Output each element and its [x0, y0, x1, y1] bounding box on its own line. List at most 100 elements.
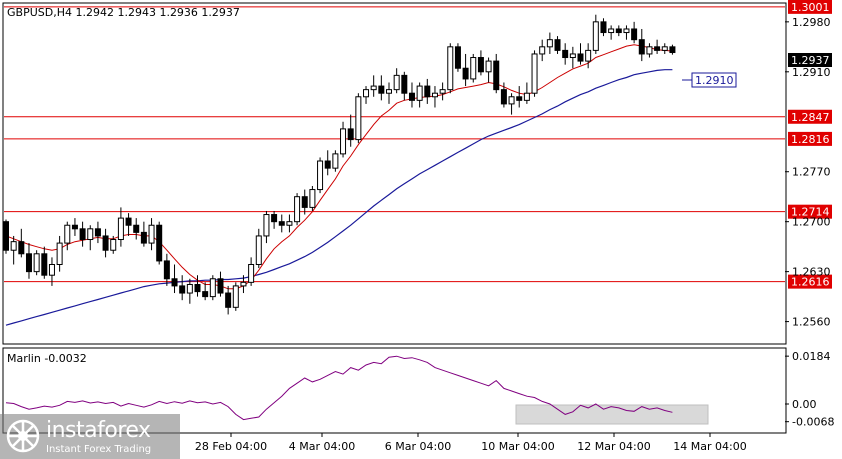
- candle: [240, 275, 247, 294]
- candle: [569, 46, 576, 69]
- candle: [485, 57, 492, 83]
- level-tag: [788, 274, 832, 289]
- x-axis: 28 Feb 04:00 4 Mar 04:00 6 Mar 04:00 10 Mar…: [195, 433, 747, 453]
- candle: [64, 221, 71, 251]
- level-tag: [788, 131, 832, 146]
- candle: [271, 210, 278, 229]
- symbol-header: GBPUSD,H4 1.2942 1.2943 1.2936 1.2937: [7, 6, 240, 19]
- current-price-tag: [788, 53, 832, 67]
- candle: [171, 264, 178, 294]
- candle: [585, 43, 592, 69]
- candle: [217, 271, 224, 297]
- current-price-label: 1.2937: [791, 54, 830, 67]
- ma-red-line: [5, 44, 673, 290]
- candle: [600, 18, 607, 37]
- candle: [324, 150, 331, 176]
- candle: [163, 253, 170, 286]
- candle: [25, 243, 32, 279]
- brand-watermark: instaforex Instant Forex Trading: [0, 414, 180, 459]
- candle: [194, 275, 201, 297]
- candle: [278, 214, 285, 233]
- oscillator-line: [5, 355, 673, 421]
- candle: [615, 25, 622, 37]
- candle: [508, 93, 515, 115]
- candle: [546, 32, 553, 54]
- candle: [87, 225, 94, 251]
- candle: [3, 219, 9, 254]
- candle: [500, 82, 507, 108]
- candle: [263, 210, 270, 244]
- candle: [71, 218, 78, 236]
- y-tick-label: 1.2630: [792, 266, 831, 279]
- candle: [401, 71, 408, 101]
- candle: [110, 235, 117, 254]
- candle: [301, 189, 308, 215]
- brand-tagline: Instant Forex Trading: [46, 444, 152, 455]
- ma-value-label: 1.2910: [695, 74, 734, 87]
- osc-y-tick-label: 0.00: [792, 398, 817, 411]
- candle: [562, 43, 569, 65]
- candle: [148, 218, 155, 251]
- candle: [317, 157, 324, 194]
- candle: [477, 50, 484, 76]
- level-tag: [788, 109, 832, 124]
- candle: [294, 193, 301, 226]
- candle: [56, 235, 63, 272]
- candle: [248, 257, 255, 286]
- candle: [439, 82, 446, 101]
- candle: [332, 150, 339, 172]
- candle: [424, 78, 431, 104]
- candle: [309, 185, 316, 211]
- candle: [539, 39, 546, 62]
- y-tick-label: 1.2910: [792, 66, 831, 79]
- y-tick-label: 1.2770: [792, 166, 831, 179]
- candle: [41, 246, 48, 279]
- candle: [18, 228, 25, 258]
- candle: [117, 207, 124, 247]
- x-tick-label: 10 Mar 04:00: [481, 440, 554, 453]
- candle: [355, 93, 362, 144]
- candle: [523, 82, 530, 104]
- candle: [646, 43, 653, 58]
- candle: [654, 39, 661, 54]
- candle: [140, 221, 147, 247]
- level-tag: [788, 0, 832, 14]
- candle: [102, 228, 109, 258]
- brand-logo-icon: [6, 419, 40, 453]
- y-tick-label: 1.2560: [792, 316, 831, 329]
- level-label: 1.2616: [791, 276, 830, 289]
- candle: [125, 213, 132, 236]
- candle: [470, 53, 477, 83]
- indicator-header: Marlin -0.0032: [7, 352, 87, 365]
- candle: [10, 235, 17, 265]
- marlin-line: [5, 355, 673, 421]
- candle: [416, 82, 423, 108]
- candle: [592, 14, 599, 54]
- candle: [48, 257, 55, 286]
- candle: [179, 275, 186, 301]
- x-tick-label: 12 Mar 04:00: [577, 440, 650, 453]
- candle: [94, 221, 101, 244]
- moving-averages: [5, 44, 673, 326]
- y-tick-label: 1.2980: [792, 16, 831, 29]
- candle: [232, 282, 239, 311]
- level-tag: [788, 204, 832, 219]
- candle: [431, 86, 438, 108]
- candle: [363, 86, 370, 104]
- candle: [209, 275, 216, 301]
- candle: [577, 43, 584, 65]
- candle: [347, 114, 354, 147]
- x-tick-label: 6 Mar 04:00: [385, 440, 451, 453]
- candle: [186, 278, 193, 304]
- candle: [631, 21, 638, 44]
- candle: [202, 282, 209, 301]
- level-label: 1.2847: [791, 111, 830, 124]
- horizontal-levels: 1.3001 1.2847 1.2816 1.2714 1.2616: [4, 0, 832, 289]
- candle: [340, 121, 347, 158]
- candle: [408, 82, 415, 108]
- candlesticks: [3, 14, 676, 315]
- level-label: 1.3001: [791, 1, 830, 14]
- candle: [447, 43, 454, 94]
- level-label: 1.2714: [791, 206, 830, 219]
